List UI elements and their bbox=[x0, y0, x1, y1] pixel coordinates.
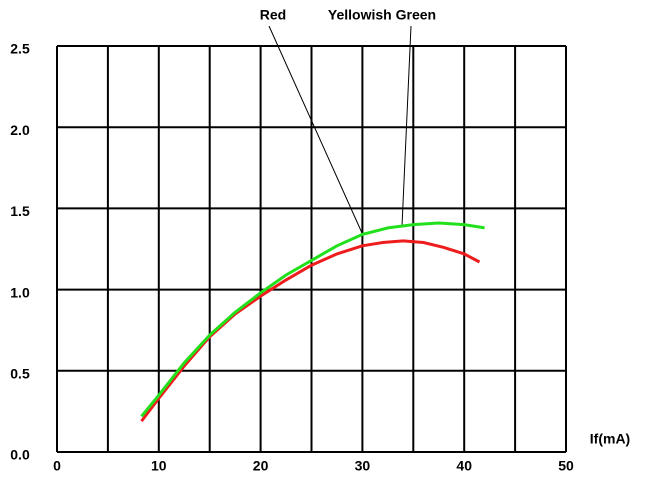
x-tick-label: 40 bbox=[456, 458, 472, 474]
y-tick-label: 2.0 bbox=[10, 122, 30, 138]
x-axis-label: If(mA) bbox=[590, 431, 630, 447]
y-tick-label: 0.0 bbox=[10, 447, 30, 463]
x-tick-label: 20 bbox=[253, 458, 269, 474]
annotation-red: Red bbox=[260, 7, 286, 23]
y-tick-label: 1.0 bbox=[10, 284, 30, 300]
pointer-red bbox=[268, 25, 363, 234]
data-line bbox=[140, 239, 481, 423]
y-tick-label: 2.5 bbox=[10, 41, 30, 57]
data-line bbox=[140, 221, 485, 418]
pointer-green bbox=[401, 25, 412, 227]
annotation-green: Yellowish Green bbox=[328, 7, 436, 23]
y-tick-label: 1.5 bbox=[10, 203, 30, 219]
x-tick-label: 10 bbox=[151, 458, 167, 474]
y-tick-label: 0.5 bbox=[10, 366, 30, 382]
x-tick-label: 50 bbox=[558, 458, 574, 474]
x-tick-label: 0 bbox=[53, 458, 61, 474]
x-tick-label: 30 bbox=[355, 458, 371, 474]
